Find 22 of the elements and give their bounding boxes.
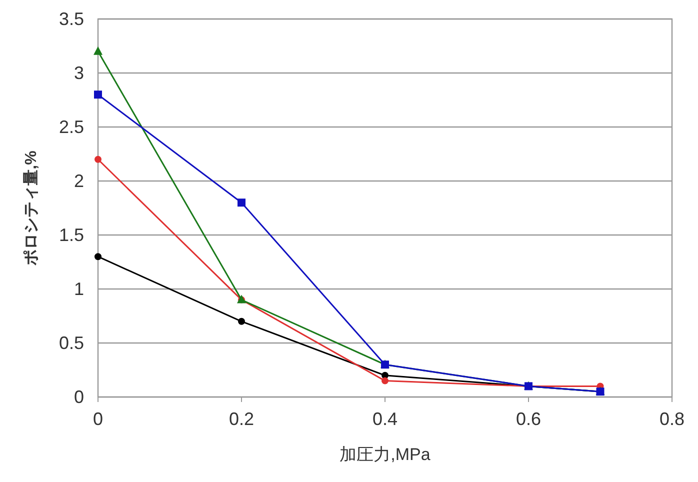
point — [94, 156, 102, 163]
y-tick-label: 2 — [74, 171, 84, 191]
y-tick-label: 3.5 — [58, 9, 84, 29]
y-tick-label: 2.5 — [58, 117, 84, 137]
x-tick-label: 0.4 — [372, 409, 398, 429]
point — [382, 377, 388, 384]
y-tick-label: 0.5 — [58, 333, 84, 353]
x-tick-label: 0.2 — [228, 409, 254, 429]
x-tick-label: 0.6 — [516, 409, 542, 429]
point — [238, 318, 245, 325]
point — [94, 46, 102, 55]
x-tick-label: 0 — [92, 409, 104, 429]
y-tick-label: 0 — [74, 387, 84, 407]
y-axis-title: ポロシティ量,% — [23, 150, 40, 266]
point — [238, 198, 246, 207]
x-axis-title: 加圧力,MPa — [340, 445, 431, 464]
y-tick-label: 3 — [74, 63, 84, 83]
x-tick-label: 0.8 — [659, 409, 685, 429]
point — [94, 90, 102, 99]
y-tick-label: 1.5 — [58, 225, 84, 245]
y-tick-label: 1 — [74, 279, 84, 299]
point — [94, 253, 102, 260]
